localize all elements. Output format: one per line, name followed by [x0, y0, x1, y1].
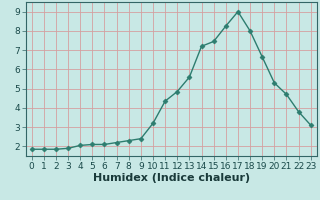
X-axis label: Humidex (Indice chaleur): Humidex (Indice chaleur) — [92, 173, 250, 183]
